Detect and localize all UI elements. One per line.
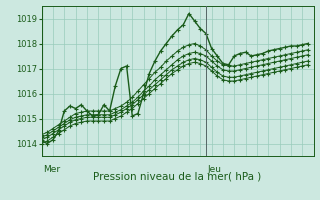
Text: Jeu: Jeu xyxy=(208,165,222,174)
X-axis label: Pression niveau de la mer( hPa ): Pression niveau de la mer( hPa ) xyxy=(93,172,262,182)
Text: Mer: Mer xyxy=(43,165,60,174)
